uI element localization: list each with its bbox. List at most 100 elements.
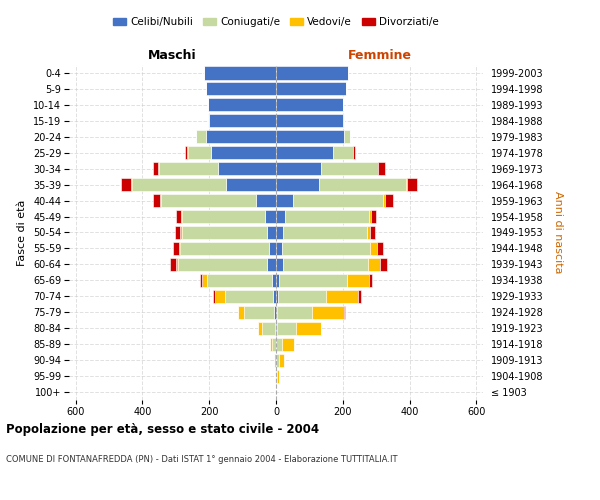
Bar bbox=[276, 210, 286, 223]
Bar bbox=[380, 258, 387, 271]
Bar bbox=[333, 146, 353, 160]
Bar bbox=[276, 98, 343, 112]
Bar bbox=[226, 178, 276, 191]
Bar bbox=[213, 290, 215, 303]
Bar bbox=[275, 322, 276, 335]
Bar bbox=[176, 258, 178, 271]
Bar bbox=[379, 162, 385, 175]
Bar bbox=[370, 226, 375, 239]
Bar bbox=[161, 194, 256, 207]
Bar bbox=[173, 242, 179, 255]
Bar bbox=[385, 194, 393, 207]
Bar bbox=[276, 66, 348, 80]
Bar bbox=[276, 274, 278, 287]
Bar bbox=[266, 226, 276, 239]
Bar bbox=[312, 306, 344, 319]
Bar bbox=[277, 306, 312, 319]
Bar bbox=[347, 274, 369, 287]
Bar bbox=[283, 226, 367, 239]
Bar bbox=[262, 322, 275, 335]
Bar bbox=[344, 306, 346, 319]
Bar bbox=[276, 226, 283, 239]
Bar bbox=[188, 146, 211, 160]
Bar bbox=[383, 194, 385, 207]
Bar bbox=[276, 82, 346, 96]
Bar bbox=[159, 162, 218, 175]
Bar bbox=[296, 322, 322, 335]
Bar bbox=[319, 178, 406, 191]
Bar bbox=[182, 210, 265, 223]
Bar bbox=[170, 258, 176, 271]
Bar bbox=[225, 290, 274, 303]
Bar bbox=[276, 306, 277, 319]
Bar bbox=[160, 194, 161, 207]
Bar bbox=[276, 338, 282, 350]
Bar bbox=[276, 258, 283, 271]
Bar bbox=[277, 370, 278, 382]
Bar bbox=[180, 226, 182, 239]
Bar bbox=[176, 210, 181, 223]
Bar bbox=[276, 194, 293, 207]
Bar bbox=[371, 210, 376, 223]
Bar bbox=[353, 146, 355, 160]
Bar bbox=[244, 306, 274, 319]
Bar bbox=[256, 194, 276, 207]
Bar bbox=[276, 242, 282, 255]
Bar bbox=[378, 162, 379, 175]
Bar bbox=[406, 178, 407, 191]
Bar bbox=[208, 114, 209, 128]
Bar bbox=[343, 114, 344, 128]
Bar bbox=[182, 226, 266, 239]
Bar bbox=[178, 258, 266, 271]
Bar bbox=[121, 178, 131, 191]
Bar bbox=[200, 274, 202, 287]
Bar bbox=[276, 130, 344, 143]
Legend: Celibi/Nubili, Coniugati/e, Vedovi/e, Divorziati/e: Celibi/Nubili, Coniugati/e, Vedovi/e, Di… bbox=[109, 14, 443, 32]
Bar bbox=[266, 258, 276, 271]
Bar bbox=[185, 146, 187, 160]
Bar bbox=[377, 242, 383, 255]
Bar bbox=[202, 274, 207, 287]
Bar bbox=[407, 178, 417, 191]
Bar bbox=[218, 162, 276, 175]
Bar bbox=[276, 290, 278, 303]
Bar bbox=[274, 354, 276, 366]
Bar bbox=[272, 274, 276, 287]
Y-axis label: Anni di nascita: Anni di nascita bbox=[553, 191, 563, 274]
Bar bbox=[209, 114, 276, 128]
Bar bbox=[293, 194, 383, 207]
Bar bbox=[187, 146, 188, 160]
Bar bbox=[274, 306, 276, 319]
Bar bbox=[276, 178, 319, 191]
Bar bbox=[153, 194, 160, 207]
Bar bbox=[207, 274, 272, 287]
Bar bbox=[215, 290, 225, 303]
Text: Femmine: Femmine bbox=[347, 49, 412, 62]
Bar bbox=[278, 274, 347, 287]
Bar bbox=[370, 242, 377, 255]
Bar bbox=[131, 178, 133, 191]
Bar bbox=[206, 82, 276, 96]
Bar bbox=[278, 354, 284, 366]
Bar bbox=[272, 338, 276, 350]
Bar bbox=[275, 370, 276, 382]
Bar bbox=[286, 210, 369, 223]
Bar bbox=[271, 338, 272, 350]
Bar bbox=[276, 146, 333, 160]
Bar bbox=[326, 290, 358, 303]
Bar bbox=[206, 130, 276, 143]
Bar bbox=[276, 162, 321, 175]
Bar bbox=[211, 146, 276, 160]
Bar bbox=[180, 242, 269, 255]
Text: Maschi: Maschi bbox=[148, 49, 197, 62]
Bar bbox=[368, 258, 380, 271]
Bar bbox=[269, 242, 276, 255]
Bar bbox=[274, 290, 276, 303]
Bar bbox=[277, 322, 296, 335]
Bar bbox=[133, 178, 226, 191]
Bar bbox=[367, 226, 370, 239]
Bar bbox=[238, 306, 244, 319]
Bar bbox=[321, 162, 378, 175]
Bar bbox=[208, 98, 276, 112]
Bar bbox=[181, 210, 182, 223]
